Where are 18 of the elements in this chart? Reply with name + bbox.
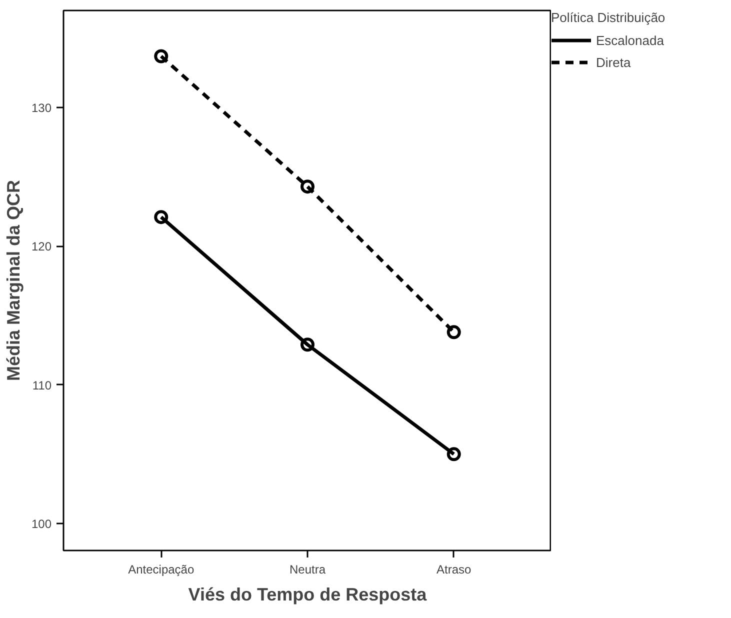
x-axis-title: Viés do Tempo de Resposta — [188, 584, 428, 604]
y-tick-label: 110 — [32, 378, 52, 392]
y-tick-label: 100 — [31, 516, 52, 531]
x-tick-label: Atraso — [436, 562, 472, 576]
x-tick-label: Neutra — [289, 562, 326, 576]
point — [300, 338, 314, 352]
x-tick-label: Antecipação — [128, 562, 194, 576]
legend-label: Direta — [596, 54, 631, 70]
y-tick-label: 130 — [31, 101, 52, 116]
point — [154, 210, 168, 224]
legend-title: Política Distribuição — [551, 10, 666, 25]
point — [446, 447, 461, 462]
y-tick-label: 120 — [31, 240, 52, 254]
point — [300, 180, 314, 194]
legend-label: Escalonada — [596, 32, 664, 48]
point — [446, 325, 461, 340]
point — [154, 49, 168, 64]
y-axis-title: Média Marginal da QCR — [3, 180, 24, 382]
